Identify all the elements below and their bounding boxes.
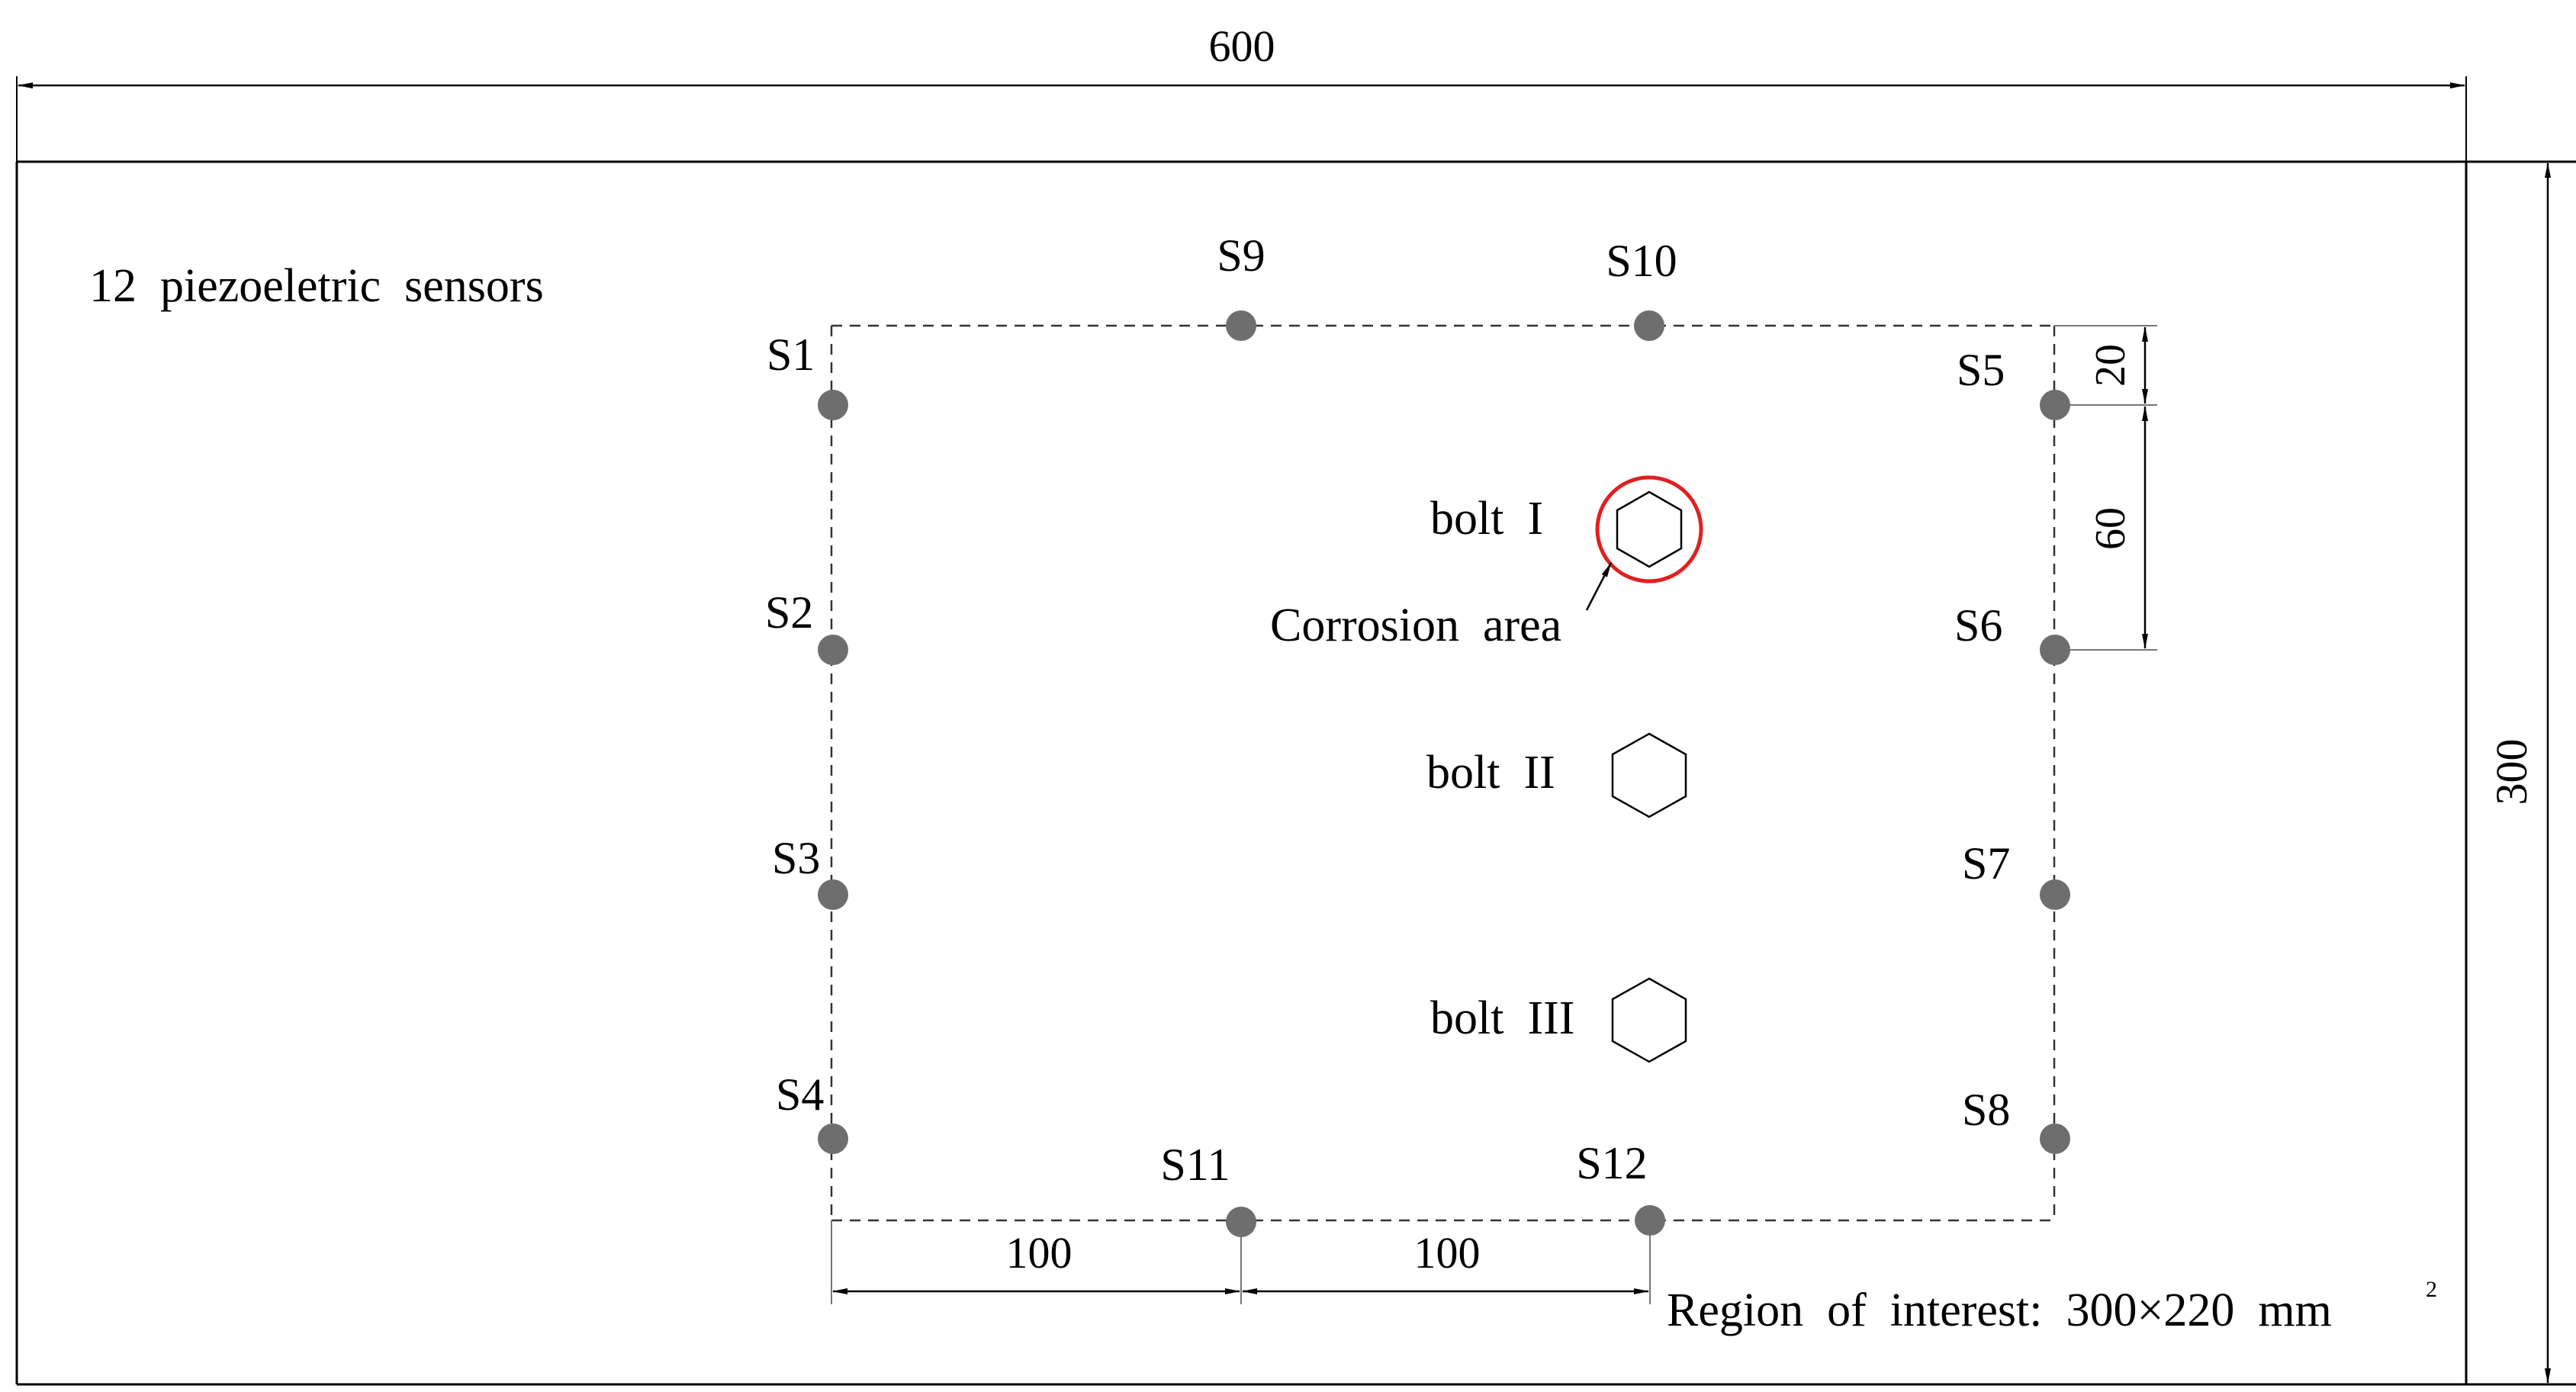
sensor-s10: S10 <box>1606 236 1677 341</box>
bolt-3: bolt III <box>1430 977 1687 1063</box>
sensor-s8: S8 <box>1962 1085 2070 1154</box>
sensor-label: S5 <box>1957 345 2005 395</box>
region-unit-superscript: 2 <box>2426 1277 2437 1302</box>
plate-width-label: 600 <box>1209 21 1275 71</box>
corrosion-ring <box>1595 475 1703 583</box>
sensor-s11: S11 <box>1160 1140 1256 1237</box>
sensor-label: S7 <box>1962 838 2010 889</box>
sensor-label: S3 <box>772 833 820 883</box>
bolt-3-label: bolt III <box>1430 992 1574 1044</box>
sensor-count-label: 12 piezoeletric sensors <box>89 260 544 312</box>
region-of-interest-box <box>830 324 2056 1222</box>
sensor-dot <box>2040 1124 2070 1154</box>
sensor-dot <box>1634 310 1664 341</box>
sensor-label: S10 <box>1606 236 1677 286</box>
bolt-2-label: bolt II <box>1426 747 1555 799</box>
bolt-1-hexagon <box>1616 490 1683 568</box>
sensor-label: S9 <box>1217 230 1265 281</box>
bolt-1-label: bolt I <box>1430 493 1543 545</box>
sensor-dot <box>1226 1207 1256 1237</box>
sensor-label: S11 <box>1160 1140 1230 1190</box>
sensor-dot <box>818 390 848 420</box>
sensor-s4: S4 <box>776 1069 848 1154</box>
width-dimension: 600 <box>16 21 2467 162</box>
sensor-dot <box>2040 879 2070 910</box>
edge-offset-dimension: 20 <box>2054 325 2157 651</box>
corrosion-pointer: Corrosion area <box>1270 562 1613 651</box>
height-dimension: 300 <box>2466 162 2576 1385</box>
region-of-interest-label: Region of interest: 300×220 mm 2 <box>1667 1277 2437 1336</box>
spacing-a-label: 100 <box>1006 1228 1073 1278</box>
sensors: S1 S2 S3 S4 S5 S6 S7 S8 S9 S10 S11 S12 <box>765 230 2070 1237</box>
sensor-dot <box>1635 1205 1665 1236</box>
edge-offset-label: 20 <box>2087 344 2134 387</box>
sensor-spacing-dimension: 60 <box>2087 406 2148 649</box>
sensor-label: S8 <box>1962 1085 2010 1135</box>
sensor-s12: S12 <box>1576 1138 1665 1236</box>
corrosion-area-label: Corrosion area <box>1270 600 1561 651</box>
bottom-spacing-dimensions: 100 100 <box>831 1220 1651 1304</box>
sensor-s3: S3 <box>772 833 848 910</box>
sensor-dot <box>818 635 848 665</box>
bolt-1: bolt I <box>1430 475 1703 583</box>
region-of-interest-text: Region of interest: 300×220 mm <box>1667 1284 2332 1336</box>
sensor-dot <box>818 1124 848 1154</box>
sensor-spacing-label: 60 <box>2087 507 2134 550</box>
sensor-dot <box>818 879 848 910</box>
sensor-s5: S5 <box>1957 345 2070 420</box>
sensor-s9: S9 <box>1217 230 1265 341</box>
sensor-dot <box>2040 390 2070 420</box>
sensor-dot <box>2040 635 2070 665</box>
sensor-label: S2 <box>765 587 813 638</box>
sensor-s2: S2 <box>765 587 848 665</box>
sensor-label: S12 <box>1576 1138 1647 1188</box>
sensor-label: S6 <box>1954 600 2002 651</box>
plate-height-label: 300 <box>2487 739 2536 805</box>
bolt-2: bolt II <box>1426 732 1687 818</box>
sensor-s7: S7 <box>1962 838 2070 910</box>
sensor-s6: S6 <box>1954 600 2070 665</box>
bolt-2-hexagon <box>1611 732 1687 818</box>
sensor-s1: S1 <box>767 330 848 420</box>
sensor-label: S4 <box>776 1069 824 1120</box>
sensor-dot <box>1226 310 1256 341</box>
bolt-3-hexagon <box>1611 977 1687 1063</box>
sensor-label: S1 <box>767 330 815 380</box>
spacing-b-label: 100 <box>1414 1228 1481 1278</box>
plate-outline <box>15 160 2576 1386</box>
